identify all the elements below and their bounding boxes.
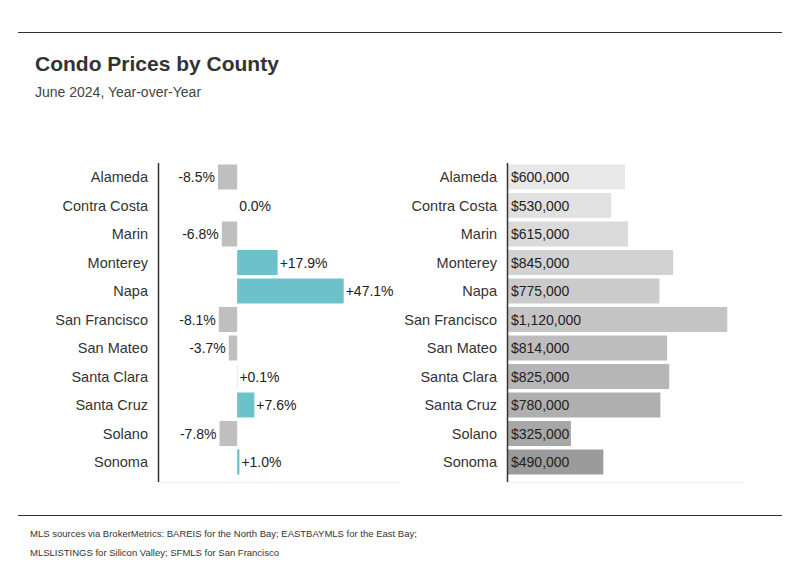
data-label: +47.1% [346,283,394,299]
category-label: Napa [462,283,498,299]
data-label: -8.1% [179,312,216,328]
category-label: San Mateo [427,340,497,356]
category-label: Marin [461,226,497,242]
data-label: +17.9% [280,255,328,271]
category-label: Santa Cruz [424,397,497,413]
data-label: -3.7% [189,340,226,356]
bar [507,421,571,446]
bar [219,307,237,332]
category-label: Monterey [88,255,149,271]
title: Condo Prices by County [35,52,279,75]
data-label: +0.1% [239,369,279,385]
value-range-line [158,482,400,483]
category-label: Sonoma [94,454,149,470]
bar [507,279,659,304]
source-note: MLS sources via BrokerMetrics: BAREIS fo… [30,524,460,562]
category-label: Marin [112,226,148,242]
bar [237,393,254,418]
category-label: Monterey [437,255,498,271]
data-label: $600,000 [511,169,570,185]
data-label: $775,000 [511,283,570,299]
bar [237,250,277,275]
bar [237,364,238,389]
data-label: -7.8% [180,426,217,442]
data-label: $325,000 [511,426,570,442]
bar [507,336,667,361]
category-label: Napa [113,283,149,299]
bar [507,222,628,247]
data-label: $615,000 [511,226,570,242]
data-label: 0.0% [239,198,271,214]
data-label: $530,000 [511,198,570,214]
chart-1: Alameda Contra Costa Marin Monterey Napa San … [404,163,743,483]
data-label: -8.5% [178,169,215,185]
bar [507,393,660,418]
bar [507,307,727,332]
category-axis-line [158,163,160,482]
category-label: Santa Cruz [75,397,148,413]
subtitle: June 2024, Year-over-Year [35,84,201,100]
bar [507,165,625,190]
bars [507,165,727,475]
category-axis-line [507,163,509,482]
top-rule [18,32,782,33]
category-label: Alameda [440,169,498,185]
category-label: Santa Clara [420,369,498,385]
bar [237,193,238,218]
category-label: Alameda [91,169,149,185]
data-label: $1,120,000 [511,312,581,328]
bar [237,450,239,475]
data-label: $845,000 [511,255,570,271]
bar [507,193,611,218]
data-label: $780,000 [511,397,570,413]
bars [218,165,344,475]
bar [507,250,673,275]
bar [218,165,237,190]
page: Condo Prices by County June 2024, Year-ov… [0,0,801,575]
bar [237,279,344,304]
value-range-line [507,482,743,483]
category-label: Solano [452,426,497,442]
category-label: Contra Costa [63,198,149,214]
data-label: +1.0% [241,454,281,470]
bar [507,450,603,475]
category-label: Santa Clara [71,369,149,385]
category-label: Solano [103,426,148,442]
bar [222,222,237,247]
category-label: Contra Costa [412,198,498,214]
category-label: San Francisco [55,312,148,328]
bar [220,421,238,446]
category-label: Sonoma [443,454,498,470]
data-label: $490,000 [511,454,570,470]
data-label: $825,000 [511,369,570,385]
category-label: San Mateo [78,340,148,356]
bottom-rule [18,515,782,516]
data-label: +7.6% [256,397,296,413]
bar [229,336,237,361]
bar [507,364,669,389]
category-label: San Francisco [404,312,497,328]
chart-canvas: Condo Prices by County June 2024, Year-ov… [0,0,801,575]
data-label: $814,000 [511,340,570,356]
chart-0: Alameda Contra Costa Marin Monterey Napa San … [55,163,400,483]
data-label: -6.8% [182,226,219,242]
